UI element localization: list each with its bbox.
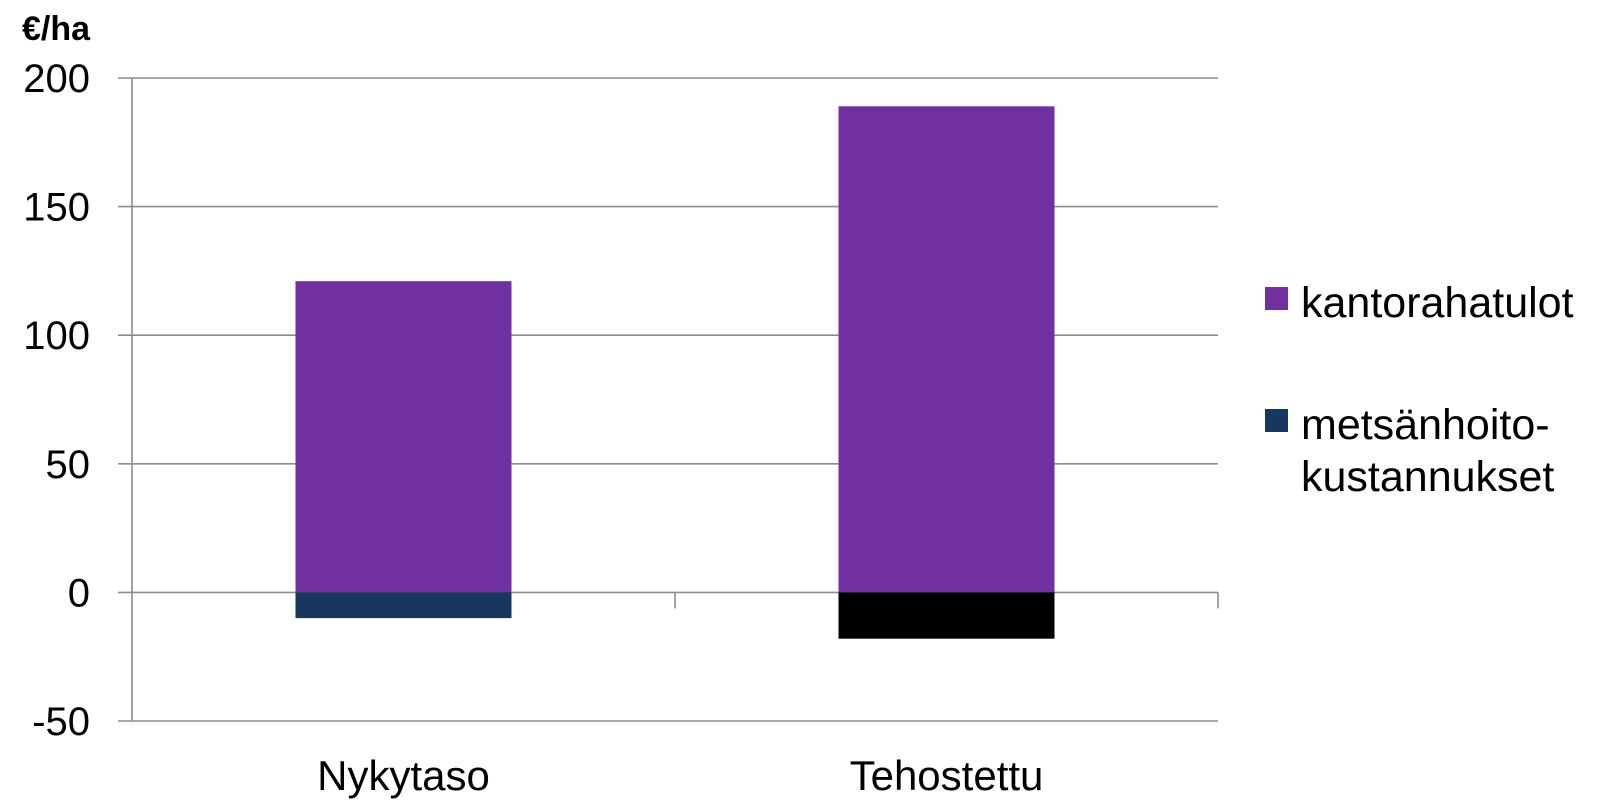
legend-swatch-kantorahatulot — [1265, 287, 1288, 310]
bars — [295, 106, 1055, 639]
x-category-label: Nykytaso — [317, 752, 490, 799]
axes — [131, 78, 1219, 721]
y-axis-ticks: -50 0 50 100 150 200 — [23, 57, 90, 744]
y-tick-label: 0 — [68, 571, 90, 615]
y-tick-label: -50 — [32, 700, 90, 744]
bar-metsänhoito-kustannukset-Nykytaso — [295, 592, 512, 619]
x-axis-categories: Nykytaso Tehostettu — [317, 752, 1043, 799]
y-tick-label: 200 — [23, 57, 90, 101]
legend-label: metsänhoito- — [1301, 401, 1550, 449]
y-tick-label: 150 — [23, 186, 90, 230]
y-tick-label: 50 — [46, 443, 91, 487]
bar-kantorahatulot-Tehostettu — [838, 106, 1055, 593]
legend-label: kustannukset — [1301, 453, 1554, 501]
y-tick-label: 100 — [23, 314, 90, 358]
y-axis-unit-label: €/ha — [22, 10, 91, 48]
bar-metsänhoito-kustannukset-Tehostettu — [838, 592, 1055, 639]
legend: kantorahatulot metsänhoito-kustannukset — [1265, 279, 1574, 501]
legend-swatch-metsänhoito-kustannukset — [1265, 409, 1288, 432]
bar-kantorahatulot-Nykytaso — [295, 281, 512, 593]
legend-label: kantorahatulot — [1301, 279, 1574, 327]
x-category-label: Tehostettu — [850, 752, 1044, 799]
